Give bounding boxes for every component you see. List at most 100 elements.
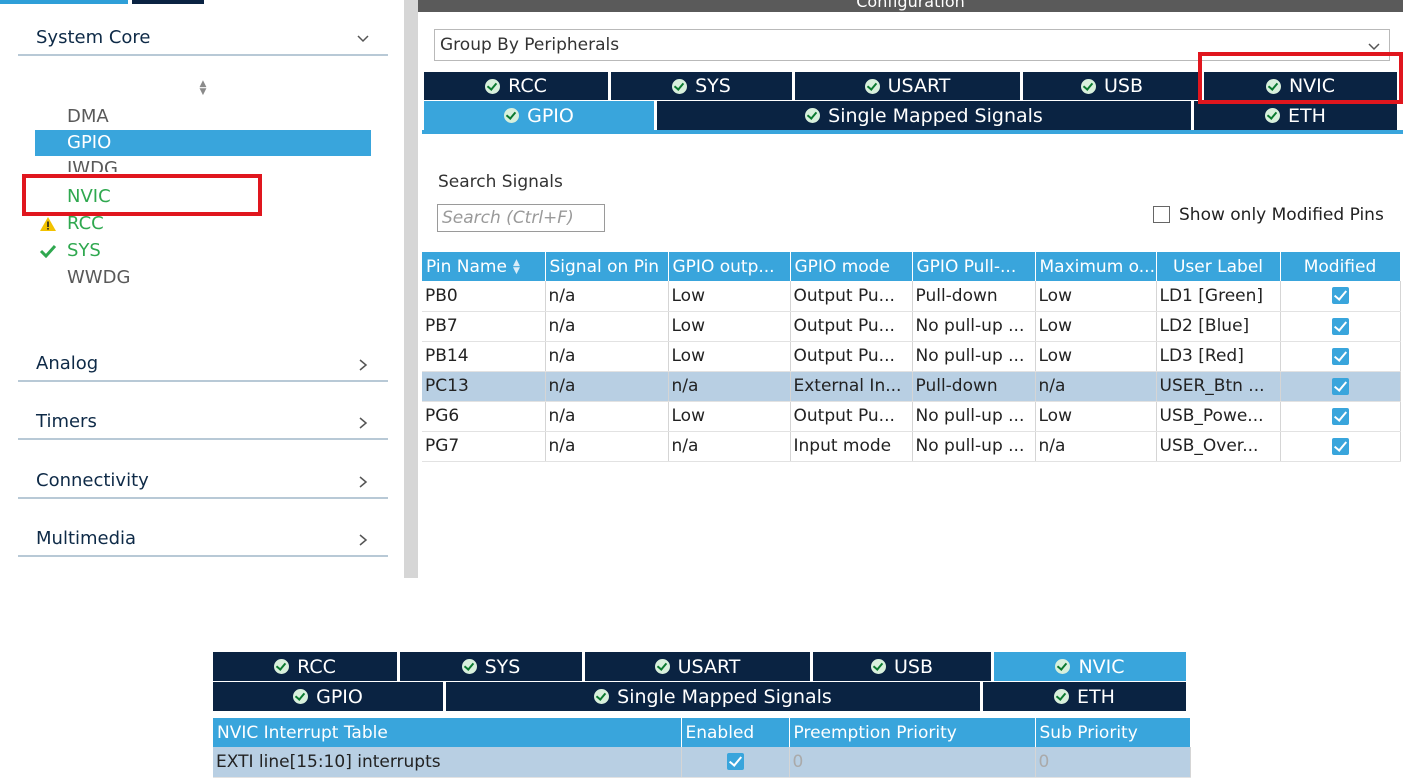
modified-checkbox[interactable] bbox=[1331, 287, 1349, 305]
modified-checkbox[interactable] bbox=[1331, 437, 1349, 455]
nvic-excerpt-tab-rcc[interactable]: RCC bbox=[213, 652, 397, 681]
modified-checkbox[interactable] bbox=[1331, 377, 1349, 395]
table-header-row: Pin Name ▲ ▼ Signal on Pin GPIO outp... GP… bbox=[422, 252, 1401, 281]
category-timers[interactable]: Timers bbox=[18, 410, 388, 440]
chevron-right-icon bbox=[359, 359, 368, 371]
table-row[interactable]: PB14 n/a Low Output Pu... No pull-up ... Low L… bbox=[422, 341, 1401, 372]
tab-eth[interactable]: ETH bbox=[1194, 101, 1397, 130]
column-header[interactable]: GPIO outp... bbox=[668, 252, 791, 281]
tab-label: USART bbox=[887, 75, 951, 97]
modified-checkbox[interactable] bbox=[1331, 317, 1349, 335]
category-multimedia[interactable]: Multimedia bbox=[18, 527, 388, 557]
column-header[interactable]: GPIO mode bbox=[790, 252, 913, 281]
column-header[interactable]: NVIC Interrupt Table bbox=[213, 718, 682, 747]
table-cell: No pull-up ... bbox=[912, 431, 1036, 462]
chevron-right-icon bbox=[359, 534, 368, 546]
tab-sys[interactable]: SYS bbox=[611, 72, 792, 100]
table-row[interactable]: PG7 n/a n/a Input mode No pull-up ... n/a USB_… bbox=[422, 431, 1401, 462]
check-circle-icon bbox=[293, 689, 309, 704]
check-circle-icon bbox=[805, 108, 821, 123]
warning-icon bbox=[37, 211, 59, 237]
tab-gpio[interactable]: GPIO bbox=[424, 101, 654, 130]
sort-icon: ▲ ▼ bbox=[512, 257, 520, 276]
category-label: System Core bbox=[36, 27, 151, 48]
tab-single-mapped-signals[interactable]: Single Mapped Signals bbox=[657, 101, 1191, 130]
sidebar-item-nvic[interactable]: NVIC bbox=[35, 184, 371, 210]
chevron-down-icon bbox=[1368, 43, 1380, 51]
enabled-checkbox[interactable] bbox=[726, 753, 744, 771]
show-modified-checkbox[interactable] bbox=[1153, 206, 1170, 223]
tabs-underline bbox=[422, 130, 1403, 134]
panel-splitter[interactable] bbox=[404, 0, 418, 578]
table-cell: Pull-down bbox=[912, 371, 1036, 402]
tab-label: Single Mapped Signals bbox=[617, 685, 832, 708]
nvic-excerpt-tab-usart[interactable]: USART bbox=[585, 652, 810, 681]
table-row[interactable]: EXTI line[15:10] interrupts 0 0 bbox=[213, 747, 1191, 778]
column-header[interactable]: User Label bbox=[1156, 252, 1281, 281]
tab-rcc[interactable]: RCC bbox=[424, 72, 608, 100]
column-header[interactable]: Pin Name ▲ ▼ bbox=[422, 252, 546, 281]
column-header[interactable]: GPIO Pull-... bbox=[912, 252, 1036, 281]
sidebar-item-rcc[interactable]: RCC bbox=[35, 211, 371, 237]
table-cell: PB7 bbox=[422, 311, 546, 342]
table-cell: PG7 bbox=[422, 431, 546, 462]
table-cell: USB_Powe... bbox=[1156, 401, 1281, 432]
sidebar-item-gpio[interactable]: GPIO bbox=[35, 130, 371, 156]
sub-priority[interactable]: 0 bbox=[1035, 747, 1191, 778]
check-circle-icon bbox=[594, 689, 610, 704]
table-cell: Output Pu... bbox=[790, 281, 913, 312]
nvic-excerpt-tab-usb[interactable]: USB bbox=[813, 652, 991, 681]
sidebar-item-dma[interactable]: DMA bbox=[35, 104, 371, 130]
nvic-excerpt-tab-sys[interactable]: SYS bbox=[400, 652, 582, 681]
check-circle-icon bbox=[672, 78, 688, 94]
check-circle-icon bbox=[461, 659, 477, 674]
modified-checkbox[interactable] bbox=[1331, 407, 1349, 425]
column-header[interactable]: Modified bbox=[1280, 252, 1401, 281]
table-row[interactable]: PB7 n/a Low Output Pu... No pull-up ... Low LD… bbox=[422, 311, 1401, 342]
tab-usart[interactable]: USART bbox=[795, 72, 1020, 100]
column-header[interactable]: Maximum o... bbox=[1035, 252, 1157, 281]
column-header[interactable]: Enabled bbox=[681, 718, 790, 747]
nvic-excerpt-tab-single-mapped-signals[interactable]: Single Mapped Signals bbox=[446, 682, 980, 711]
column-header[interactable]: Signal on Pin bbox=[545, 252, 669, 281]
nvic-interrupt-table: NVIC Interrupt Table Enabled Preemption … bbox=[213, 718, 1191, 778]
category-connectivity[interactable]: Connectivity bbox=[18, 469, 388, 499]
column-header[interactable]: Sub Priority bbox=[1035, 718, 1191, 747]
tab-label: GPIO bbox=[316, 685, 363, 708]
modified-cell bbox=[1280, 311, 1401, 342]
table-row[interactable]: PC13 n/a n/a External In... Pull-down n/a USER… bbox=[422, 371, 1401, 402]
modified-checkbox[interactable] bbox=[1331, 347, 1349, 365]
categories-tab-indicator[interactable] bbox=[0, 0, 128, 4]
check-circle-icon bbox=[1054, 689, 1070, 704]
tab-label: RCC bbox=[297, 655, 336, 678]
nvic-excerpt-tab-gpio[interactable]: GPIO bbox=[213, 682, 443, 711]
table-cell: USER_Btn ... bbox=[1156, 371, 1281, 402]
configuration-title: Configuration bbox=[856, 0, 965, 11]
modified-cell bbox=[1280, 341, 1401, 372]
sort-icon[interactable]: ▲ ▼ bbox=[199, 79, 207, 97]
preemption-priority[interactable]: 0 bbox=[789, 747, 1036, 778]
a-z-tab-indicator[interactable] bbox=[132, 0, 204, 4]
column-header[interactable]: Preemption Priority bbox=[789, 718, 1036, 747]
nvic-excerpt-tab-nvic[interactable]: NVIC bbox=[994, 652, 1186, 681]
table-row[interactable]: PG6 n/a Low Output Pu... No pull-up ... Low US… bbox=[422, 401, 1401, 432]
modified-cell bbox=[1280, 371, 1401, 402]
category-system-core[interactable]: System Core bbox=[18, 26, 388, 56]
tab-label: RCC bbox=[508, 75, 547, 97]
sidebar-item-label: GPIO bbox=[67, 132, 112, 153]
nvic-excerpt-tab-eth[interactable]: ETH bbox=[983, 682, 1186, 711]
check-circle-icon bbox=[1055, 659, 1071, 674]
tab-nvic[interactable]: NVIC bbox=[1204, 72, 1397, 100]
sidebar-item-sys[interactable]: SYS bbox=[35, 238, 371, 264]
sidebar-item-iwdg[interactable]: IWDG bbox=[35, 156, 371, 172]
table-cell: No pull-up ... bbox=[912, 341, 1036, 372]
table-cell: n/a bbox=[545, 281, 669, 312]
group-by-select[interactable]: Group By Peripherals bbox=[434, 29, 1390, 61]
table-row[interactable]: PB0 n/a Low Output Pu... Pull-down Low LD1 [Gr… bbox=[422, 281, 1401, 312]
table-cell: n/a bbox=[545, 371, 669, 402]
check-circle-icon bbox=[485, 78, 501, 94]
sidebar-item-wwdg[interactable]: WWDG bbox=[35, 265, 371, 291]
tab-usb[interactable]: USB bbox=[1023, 72, 1201, 100]
category-analog[interactable]: Analog bbox=[18, 352, 388, 382]
search-input[interactable] bbox=[437, 204, 605, 232]
